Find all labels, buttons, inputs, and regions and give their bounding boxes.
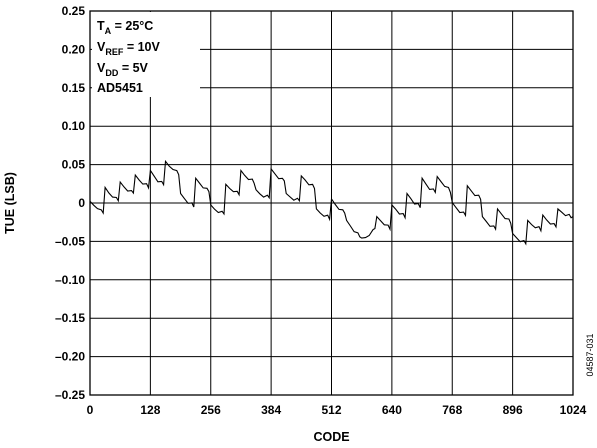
y-axis-title: TUE (LSB) <box>3 172 17 234</box>
annotation-block: TA = 25°C VREF = 10V VDD = 5V AD5451 <box>97 19 160 95</box>
tue-curve <box>89 159 574 246</box>
x-tick-label: 384 <box>261 403 281 417</box>
y-tick-label: 0.15 <box>62 81 86 95</box>
x-axis-title: CODE <box>313 430 349 444</box>
x-tick-label: 896 <box>503 403 523 417</box>
annotation-temperature: TA = 25°C <box>97 19 153 36</box>
y-tick-label: –0.15 <box>55 311 85 325</box>
annotation-vdd: VDD = 5V <box>97 61 149 78</box>
y-tick-label: 0 <box>78 196 85 210</box>
y-tick-label: 0.05 <box>62 158 86 172</box>
y-tick-label: 0.25 <box>62 4 86 18</box>
figure-id: 04587-031 <box>585 333 595 376</box>
x-tick-label: 640 <box>382 403 402 417</box>
y-tick-labels: 0.25 0.20 0.15 0.10 0.05 0 –0.05 –0.10 –0.15 –0.2… <box>55 4 85 402</box>
y-tick-label: –0.25 <box>55 388 85 402</box>
annotation-part-number: AD5451 <box>97 81 143 95</box>
x-tick-label: 128 <box>140 403 160 417</box>
y-tick-label: –0.20 <box>55 350 85 364</box>
series-layer <box>89 159 574 246</box>
x-tick-label: 1024 <box>560 403 587 417</box>
y-tick-label: –0.05 <box>55 234 85 248</box>
annotation-background <box>92 12 200 97</box>
y-tick-label: 0.10 <box>62 119 86 133</box>
y-tick-label: 0.20 <box>62 42 86 56</box>
x-tick-labels: 0 128 256 384 512 640 768 896 1024 <box>87 403 587 417</box>
y-tick-label: –0.10 <box>55 273 85 287</box>
x-tick-label: 256 <box>201 403 221 417</box>
x-tick-label: 768 <box>442 403 462 417</box>
annotation-vref: VREF = 10V <box>97 40 160 57</box>
x-tick-label: 512 <box>321 403 341 417</box>
x-tick-label: 0 <box>87 403 94 417</box>
plot-border <box>89 10 574 396</box>
